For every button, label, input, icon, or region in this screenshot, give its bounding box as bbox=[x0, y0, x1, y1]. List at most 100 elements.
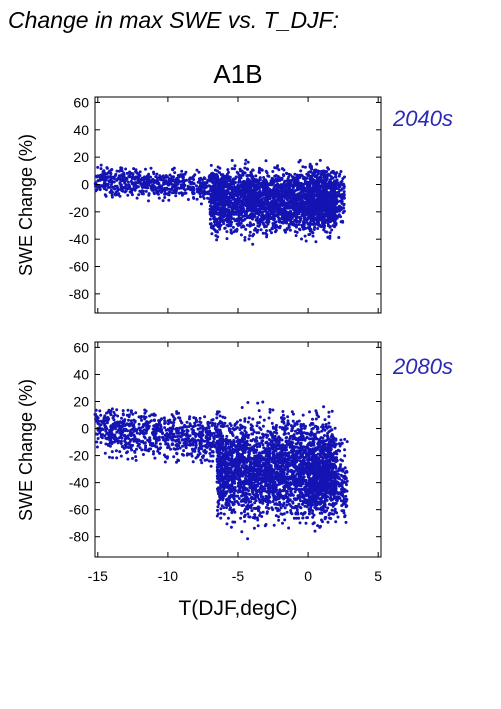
scatter-point bbox=[331, 176, 335, 180]
scatter-point bbox=[237, 176, 241, 180]
scatter-point bbox=[220, 179, 224, 182]
scatter-point bbox=[173, 180, 177, 184]
scatter-point bbox=[132, 423, 136, 427]
scatter-point bbox=[96, 185, 100, 189]
scatter-point bbox=[256, 186, 260, 189]
scatter-point bbox=[149, 166, 153, 170]
scatter-point bbox=[106, 431, 110, 435]
scatter-point bbox=[250, 189, 254, 193]
scatter-point bbox=[188, 434, 192, 438]
scatter-point bbox=[120, 416, 123, 420]
scatter-point bbox=[203, 415, 207, 419]
scatter-point bbox=[99, 441, 103, 445]
scatter-point bbox=[115, 456, 119, 460]
scatter-point bbox=[257, 207, 261, 211]
scatter-point bbox=[318, 178, 322, 182]
scatter-point bbox=[340, 200, 344, 203]
scatter-point bbox=[256, 180, 260, 184]
scatter-point bbox=[312, 228, 316, 231]
scatter-point bbox=[215, 229, 219, 233]
scatter-point bbox=[335, 195, 339, 199]
scatter-point bbox=[301, 177, 305, 180]
scatter-point bbox=[212, 440, 216, 443]
scatter-point bbox=[231, 208, 235, 212]
scatter-point bbox=[296, 215, 299, 219]
scatter-point bbox=[215, 238, 219, 242]
scatter-point bbox=[312, 204, 316, 207]
scatter-point bbox=[222, 219, 226, 223]
scatter-point bbox=[325, 170, 329, 174]
scatter-point bbox=[281, 188, 285, 192]
scatter-point bbox=[157, 438, 161, 442]
scatter-point bbox=[111, 456, 114, 460]
scatter-point bbox=[309, 219, 313, 223]
scatter-point bbox=[212, 181, 216, 185]
scatter-point bbox=[95, 418, 99, 422]
scatter-point bbox=[112, 410, 116, 414]
scatter-point bbox=[191, 176, 195, 179]
scatter-point bbox=[337, 236, 341, 239]
scatter-point bbox=[334, 175, 338, 179]
scatter-point bbox=[225, 190, 229, 194]
scatter-point bbox=[189, 424, 193, 428]
scatter-point bbox=[262, 182, 266, 185]
scatter-point bbox=[339, 181, 343, 185]
scatter-point bbox=[318, 212, 321, 216]
scatter-point bbox=[129, 434, 133, 438]
scatter-point bbox=[327, 199, 331, 203]
scatter-point bbox=[111, 185, 115, 189]
scatter-point bbox=[316, 202, 320, 206]
scatter-point bbox=[290, 203, 294, 207]
scatter-point bbox=[204, 450, 208, 454]
scatter-point bbox=[234, 211, 238, 215]
scatter-point bbox=[297, 160, 301, 164]
scatter-point bbox=[174, 443, 178, 447]
scatter-point bbox=[132, 427, 136, 431]
scatter-point bbox=[132, 439, 136, 443]
scatter-point bbox=[312, 194, 316, 198]
scatter-point bbox=[311, 234, 315, 238]
scatter-point bbox=[149, 184, 153, 188]
scatter-point bbox=[124, 436, 128, 440]
scatter-point bbox=[203, 177, 207, 181]
scatter-point bbox=[128, 440, 132, 443]
scatter-point bbox=[276, 164, 280, 168]
scatter-point bbox=[295, 203, 299, 206]
scatter-point bbox=[309, 211, 313, 215]
scatter-point bbox=[103, 171, 107, 175]
scatter-point bbox=[298, 205, 302, 209]
scatter-point bbox=[243, 236, 247, 239]
scatter-point bbox=[173, 435, 177, 439]
scatter-point bbox=[192, 416, 196, 420]
scatter-point bbox=[108, 444, 112, 448]
scatter-point bbox=[124, 189, 128, 193]
scatter-point bbox=[287, 172, 291, 176]
scatter-point bbox=[216, 212, 220, 215]
scatter-point bbox=[337, 184, 341, 188]
scatter-point bbox=[277, 168, 281, 172]
scatter-point bbox=[253, 209, 257, 213]
scatter-point bbox=[239, 233, 243, 237]
scatter-point bbox=[245, 167, 249, 171]
scatter-point bbox=[100, 173, 104, 176]
scatter-point bbox=[93, 181, 97, 185]
scatter-point bbox=[194, 456, 198, 460]
scatter-point bbox=[157, 419, 161, 423]
scatter-point bbox=[102, 185, 106, 189]
scatter-point bbox=[280, 192, 284, 196]
scatter-point bbox=[223, 174, 227, 178]
scatter-point bbox=[173, 171, 177, 175]
scatter-point bbox=[310, 167, 314, 171]
scatter-point bbox=[151, 430, 155, 434]
scatter-point bbox=[228, 175, 232, 179]
scatter-point bbox=[257, 211, 261, 215]
scatter-point bbox=[338, 189, 342, 192]
scatter-point bbox=[249, 193, 253, 197]
scatter-point bbox=[239, 216, 243, 220]
scatter-point bbox=[99, 413, 103, 417]
scatter-point bbox=[119, 439, 123, 443]
scatter-point bbox=[311, 222, 315, 226]
